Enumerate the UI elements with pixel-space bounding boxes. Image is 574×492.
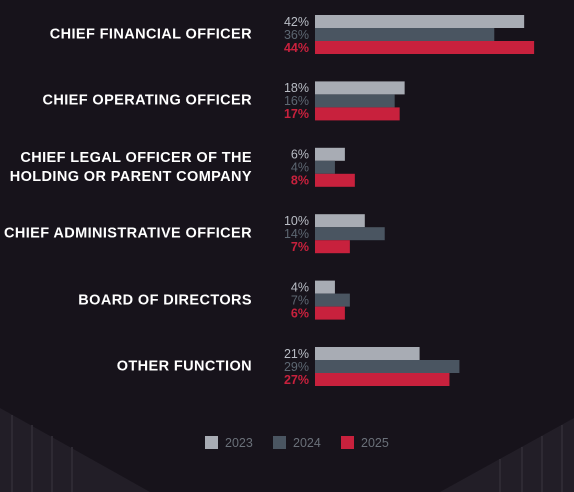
category-label: CHIEF FINANCIAL OFFICER [49, 26, 252, 43]
value-label: 14% [284, 227, 309, 241]
bar [315, 107, 400, 121]
legend-label: 2024 [293, 436, 321, 450]
value-label: 36% [284, 28, 309, 42]
bar [315, 147, 345, 161]
value-label: 17% [284, 107, 309, 121]
value-label: 27% [284, 373, 309, 387]
decor-right [440, 418, 574, 492]
legend-swatch [341, 436, 354, 449]
category-label: CHIEF ADMINISTRATIVE OFFICER [3, 225, 252, 242]
bar [315, 41, 535, 54]
value-label: 44% [284, 41, 309, 55]
bar [315, 280, 335, 294]
value-label: 21% [284, 347, 309, 361]
value-label: 6% [291, 148, 309, 162]
decor-left [0, 408, 150, 492]
bar [315, 160, 335, 174]
category-label: CHIEF OPERATING OFFICER [42, 92, 252, 109]
value-label: 8% [291, 174, 309, 188]
bar [315, 94, 395, 108]
bar [315, 81, 405, 95]
bar [315, 15, 525, 28]
bar [315, 306, 345, 320]
decor [0, 408, 574, 492]
bar [315, 28, 495, 41]
bar [315, 240, 350, 254]
legend-swatch [205, 436, 218, 449]
bar [315, 227, 385, 241]
value-label: 6% [291, 306, 309, 320]
legend-label: 2023 [225, 436, 253, 450]
bar [315, 214, 365, 228]
value-label: 10% [284, 214, 309, 228]
value-label: 4% [291, 280, 309, 294]
category-label: OTHER FUNCTION [116, 358, 252, 375]
value-label: 18% [284, 81, 309, 95]
bar [315, 347, 420, 360]
legend-label: 2025 [361, 436, 389, 450]
category-label: BOARD OF DIRECTORS [78, 292, 252, 309]
value-label: 42% [284, 15, 309, 29]
bar [315, 293, 350, 307]
value-label: 16% [284, 94, 309, 108]
value-label: 7% [291, 293, 309, 307]
bar [315, 173, 355, 187]
bar [315, 373, 450, 386]
category-label: CHIEF LEGAL OFFICER OF THE HOLDING OR PA… [9, 149, 252, 185]
value-label: 7% [291, 240, 309, 254]
legend-swatch [273, 436, 286, 449]
value-label: 4% [291, 161, 309, 175]
bar [315, 360, 460, 373]
value-label: 29% [284, 360, 309, 374]
